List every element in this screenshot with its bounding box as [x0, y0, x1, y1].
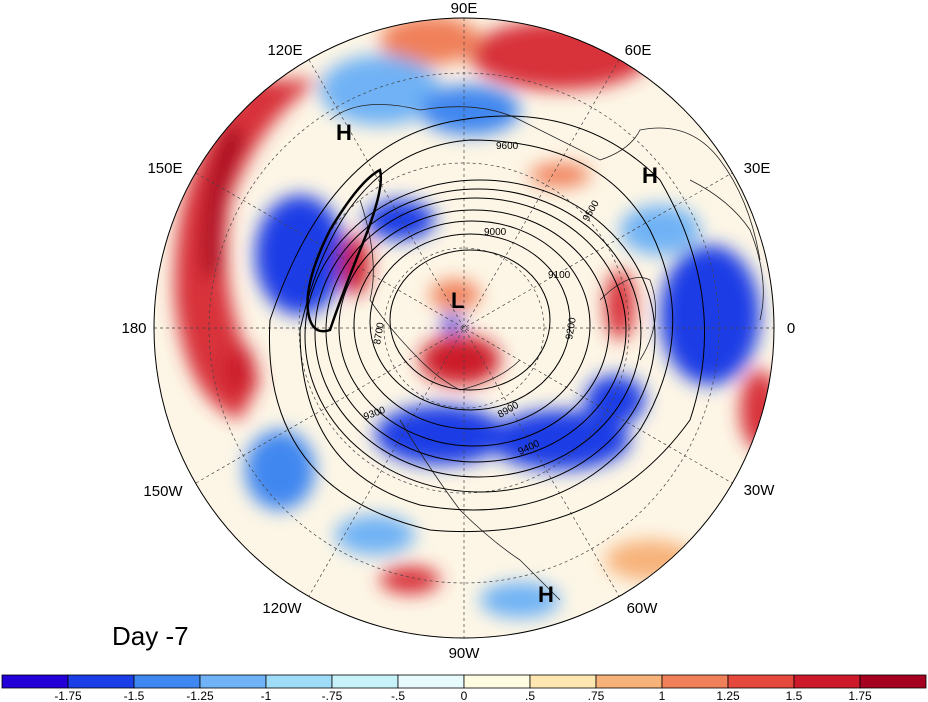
longitude-label: 60E [625, 42, 652, 59]
colorbar-tick-label: -1 [261, 689, 272, 702]
high-pressure-marker: H [336, 120, 352, 145]
colorbar-swatch [265, 674, 333, 689]
colorbar-tick-label: -1.25 [186, 689, 214, 702]
longitude-label: 120E [267, 42, 302, 59]
longitude-label: 90E [451, 0, 478, 17]
colorbar-swatch [133, 674, 201, 689]
contour-label: 9000 [484, 227, 507, 238]
colorbar-swatch [595, 674, 663, 689]
longitude-label: 120W [262, 600, 302, 617]
longitude-labels: 90E 60E 30E 0 30W 60W 90W 120W 150W 180 … [121, 0, 795, 662]
longitude-label: 60W [627, 600, 659, 617]
height-contours [268, 115, 706, 533]
colorbar-swatch [1, 674, 69, 689]
contour-label: 8700 [372, 321, 387, 345]
colorbar-swatch [859, 674, 927, 689]
colorbar-swatch [529, 674, 597, 689]
map-disc [154, 18, 774, 638]
coastlines [329, 104, 764, 601]
high-pressure-marker: H [642, 163, 658, 188]
day-title: Day -7 [112, 621, 189, 651]
colorbar-swatch [331, 674, 399, 689]
contour-label: 9600 [496, 141, 519, 152]
colorbar-swatch [67, 674, 135, 689]
colorbar-tick-label: -.5 [391, 689, 405, 702]
colorbar-swatch [199, 674, 267, 689]
colorbar-tick-label: -.75 [322, 689, 343, 702]
colorbar-swatch [727, 674, 795, 689]
colorbar-swatch [463, 674, 531, 689]
longitude-label: 0 [787, 320, 795, 337]
colorbar-tick-label: 1.75 [848, 689, 872, 702]
colorbar-tick-label: 1.25 [716, 689, 740, 702]
contour-label: 9100 [548, 270, 571, 281]
colorbar-tick-label: -1.5 [124, 689, 145, 702]
colorbar-tick-label: .5 [525, 689, 535, 702]
colorbar-tick-label: 1.5 [786, 689, 803, 702]
longitude-label: 90W [449, 645, 481, 662]
colorbar-tick-label: 0 [461, 689, 468, 702]
longitude-label: 150E [147, 160, 182, 177]
thick-contour [306, 168, 383, 333]
colorbar-tick-label: 1 [659, 689, 666, 702]
colorbar: -1.75 -1.5 -1.25 -1 -.75 -.5 0 .5 .75 1 1.25 1.5 1.7… [1, 674, 927, 702]
longitude-label: 30E [744, 160, 771, 177]
low-pressure-marker: L [451, 288, 464, 313]
map-border [153, 17, 775, 639]
graticule [154, 18, 774, 638]
high-pressure-marker: H [538, 582, 554, 607]
colorbar-swatch [661, 674, 729, 689]
colorbar-tick-label: .75 [588, 689, 605, 702]
colorbar-swatch [793, 674, 861, 689]
longitude-label: 150W [143, 483, 183, 500]
longitude-label: 180 [121, 320, 146, 337]
colorbar-tick-label: -1.75 [54, 689, 82, 702]
contour-label: 9200 [564, 316, 579, 340]
colorbar-swatch [397, 674, 465, 689]
longitude-label: 30W [744, 482, 776, 499]
